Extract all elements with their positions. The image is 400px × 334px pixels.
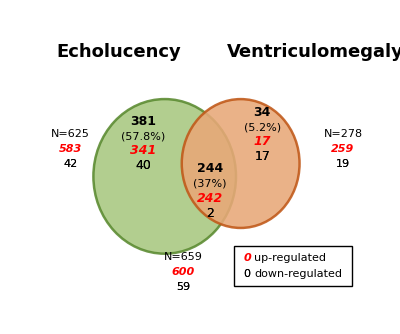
Text: up-regulated: up-regulated (254, 253, 326, 263)
Text: 242: 242 (196, 192, 223, 205)
Text: Ventriculomegaly: Ventriculomegaly (227, 43, 400, 61)
Text: 0: 0 (244, 253, 252, 263)
Text: 17: 17 (254, 135, 271, 148)
Text: 40: 40 (135, 159, 151, 172)
Text: 59: 59 (176, 282, 190, 292)
Ellipse shape (182, 99, 300, 228)
Text: N=659: N=659 (164, 253, 203, 263)
Text: 381: 381 (130, 115, 156, 128)
Text: (37%): (37%) (193, 179, 226, 189)
Text: (5.2%): (5.2%) (244, 122, 281, 132)
Text: 19: 19 (336, 159, 350, 169)
Text: 0: 0 (244, 269, 251, 279)
Text: 0: 0 (244, 269, 251, 279)
Text: down-regulated: down-regulated (254, 269, 342, 279)
Text: 341: 341 (130, 144, 156, 157)
Text: 19: 19 (336, 159, 350, 169)
Text: 2: 2 (206, 207, 214, 220)
Text: 259: 259 (331, 144, 354, 154)
Text: 17: 17 (254, 150, 270, 163)
Text: 583: 583 (58, 144, 82, 154)
Text: 17: 17 (254, 150, 270, 163)
Text: (57.8%): (57.8%) (121, 131, 165, 141)
FancyBboxPatch shape (234, 246, 352, 286)
Ellipse shape (93, 99, 236, 254)
Text: 2: 2 (206, 207, 214, 220)
Text: N=625: N=625 (51, 129, 90, 139)
Text: Echolucency: Echolucency (56, 43, 181, 61)
Text: 40: 40 (135, 159, 151, 172)
Text: 600: 600 (172, 267, 195, 277)
Text: 34: 34 (254, 106, 271, 119)
Text: 59: 59 (176, 282, 190, 292)
Text: N=278: N=278 (323, 129, 362, 139)
Text: 42: 42 (63, 159, 77, 169)
Text: 42: 42 (63, 159, 77, 169)
Text: 244: 244 (196, 162, 223, 175)
